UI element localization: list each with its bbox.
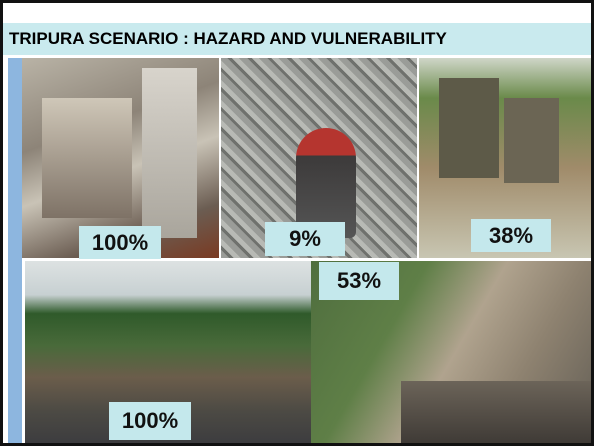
percent-label: 53% (319, 262, 399, 300)
slide-title: TRIPURA SCENARIO : HAZARD AND VULNERABIL… (3, 23, 594, 55)
percent-label: 100% (109, 402, 191, 440)
slide: TRIPURA SCENARIO : HAZARD AND VULNERABIL… (0, 0, 594, 446)
percent-label: 9% (265, 222, 345, 256)
percent-label: 38% (471, 219, 551, 252)
side-strip (8, 58, 22, 446)
percent-label: 100% (79, 226, 161, 259)
